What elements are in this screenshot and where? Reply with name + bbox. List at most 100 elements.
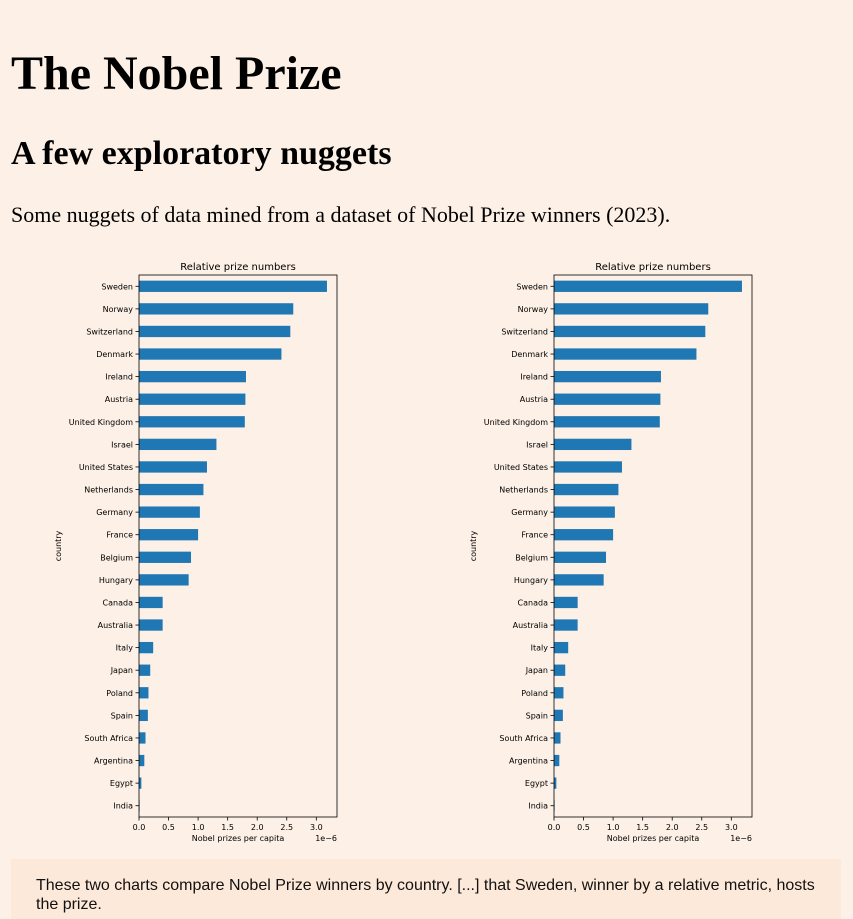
y-tick-label: Israel bbox=[526, 440, 548, 449]
y-tick-label: South Africa bbox=[84, 734, 133, 743]
bar bbox=[139, 280, 327, 292]
bar bbox=[554, 348, 697, 360]
y-tick-label: Spain bbox=[526, 711, 548, 720]
y-tick-label: Egypt bbox=[110, 779, 133, 788]
y-tick-label: Denmark bbox=[96, 350, 133, 359]
bar bbox=[554, 574, 604, 586]
bar bbox=[139, 596, 163, 609]
y-tick-label: Belgium bbox=[515, 553, 548, 562]
y-tick-label: Austria bbox=[105, 395, 133, 404]
y-tick-label: Israel bbox=[111, 440, 133, 449]
bar bbox=[554, 370, 661, 383]
x-tick-label: 1.5 bbox=[221, 823, 234, 832]
caption-box: These two charts compare Nobel Prize win… bbox=[11, 859, 841, 919]
bar bbox=[139, 574, 189, 586]
page-title: The Nobel Prize bbox=[11, 47, 342, 100]
chart-title: Relative prize numbers bbox=[595, 262, 711, 273]
bar bbox=[139, 732, 146, 744]
bar bbox=[554, 506, 615, 518]
bar bbox=[554, 687, 564, 699]
y-tick-label: Belgium bbox=[100, 553, 133, 562]
y-tick-label: India bbox=[528, 802, 548, 811]
y-tick-label: Austria bbox=[520, 395, 548, 404]
y-tick-label: Italy bbox=[116, 644, 134, 653]
bar bbox=[554, 303, 709, 315]
x-axis-multiplier: 1e−6 bbox=[315, 834, 337, 843]
bar bbox=[554, 529, 614, 541]
bar bbox=[139, 664, 151, 676]
bar bbox=[139, 461, 207, 473]
y-tick-label: Poland bbox=[106, 689, 133, 698]
bar bbox=[139, 438, 217, 451]
bar bbox=[139, 551, 192, 563]
y-tick-label: Argentina bbox=[94, 757, 133, 766]
y-tick-label: Norway bbox=[103, 305, 134, 314]
y-tick-label: Japan bbox=[525, 666, 548, 675]
bar bbox=[554, 461, 622, 473]
intro-text: Some nuggets of data mined from a datase… bbox=[11, 202, 671, 227]
y-tick-label: Australia bbox=[513, 621, 548, 630]
y-tick-label: Canada bbox=[518, 598, 549, 607]
x-tick-label: 3.0 bbox=[310, 823, 323, 832]
y-tick-label: Netherlands bbox=[84, 486, 133, 495]
y-axis-label: country bbox=[54, 530, 63, 561]
x-tick-label: 0.0 bbox=[548, 823, 561, 832]
plot-frame bbox=[553, 274, 753, 818]
y-tick-label: Ireland bbox=[105, 373, 133, 382]
y-tick-label: United Kingdom bbox=[69, 418, 133, 427]
y-tick-label: Japan bbox=[110, 666, 133, 675]
x-axis-multiplier: 1e−6 bbox=[730, 834, 752, 843]
bar bbox=[139, 393, 246, 405]
y-tick-label: Sweden bbox=[101, 282, 133, 291]
y-tick-label: United Kingdom bbox=[484, 418, 548, 427]
x-tick-label: 2.5 bbox=[280, 823, 293, 832]
bar bbox=[554, 393, 661, 405]
y-tick-label: Italy bbox=[531, 644, 549, 653]
y-tick-label: Ireland bbox=[520, 373, 548, 382]
bar bbox=[554, 325, 706, 338]
bar bbox=[139, 506, 200, 518]
bar bbox=[139, 303, 294, 315]
bar bbox=[554, 754, 560, 767]
y-tick-label: Spain bbox=[111, 711, 133, 720]
bar bbox=[554, 664, 566, 676]
y-tick-label: Hungary bbox=[99, 576, 133, 585]
y-tick-label: Poland bbox=[521, 689, 548, 698]
bar bbox=[139, 619, 163, 631]
y-tick-label: Switzerland bbox=[86, 327, 133, 336]
bar bbox=[554, 483, 619, 496]
x-axis-label: Nobel prizes per capita bbox=[607, 834, 700, 843]
y-tick-label: India bbox=[113, 802, 133, 811]
bar bbox=[139, 370, 246, 383]
y-tick-label: Germany bbox=[96, 508, 133, 517]
bar bbox=[554, 777, 557, 789]
y-tick-label: Switzerland bbox=[501, 327, 548, 336]
bar bbox=[139, 416, 245, 428]
y-tick-label: Australia bbox=[98, 621, 133, 630]
plot-frame bbox=[138, 274, 338, 818]
bar bbox=[139, 777, 142, 789]
bar bbox=[554, 596, 578, 609]
bar bbox=[139, 325, 291, 338]
chart-left-svg: Relative prize numbers Sweden Norway Switze… bbox=[54, 262, 338, 843]
x-tick-label: 2.0 bbox=[666, 823, 679, 832]
bar bbox=[139, 348, 282, 360]
y-tick-label: Germany bbox=[511, 508, 548, 517]
x-tick-label: 0.5 bbox=[577, 823, 590, 832]
y-tick-label: Hungary bbox=[514, 576, 548, 585]
x-tick-label: 1.5 bbox=[636, 823, 649, 832]
y-tick-label: Norway bbox=[518, 305, 549, 314]
chart-left: Relative prize numbers Sweden Norway Switze… bbox=[51, 254, 396, 854]
bar bbox=[139, 529, 199, 541]
y-tick-label: United States bbox=[494, 463, 548, 472]
bar bbox=[554, 438, 632, 451]
y-tick-label: South Africa bbox=[499, 734, 548, 743]
chart-right-svg: Relative prize numbers Sweden Norway Switze… bbox=[469, 262, 753, 843]
y-tick-label: Denmark bbox=[511, 350, 548, 359]
x-tick-label: 2.0 bbox=[251, 823, 264, 832]
bar bbox=[139, 641, 154, 654]
bar bbox=[139, 687, 149, 699]
y-tick-label: United States bbox=[79, 463, 133, 472]
bar bbox=[139, 483, 204, 496]
x-tick-label: 1.0 bbox=[192, 823, 205, 832]
